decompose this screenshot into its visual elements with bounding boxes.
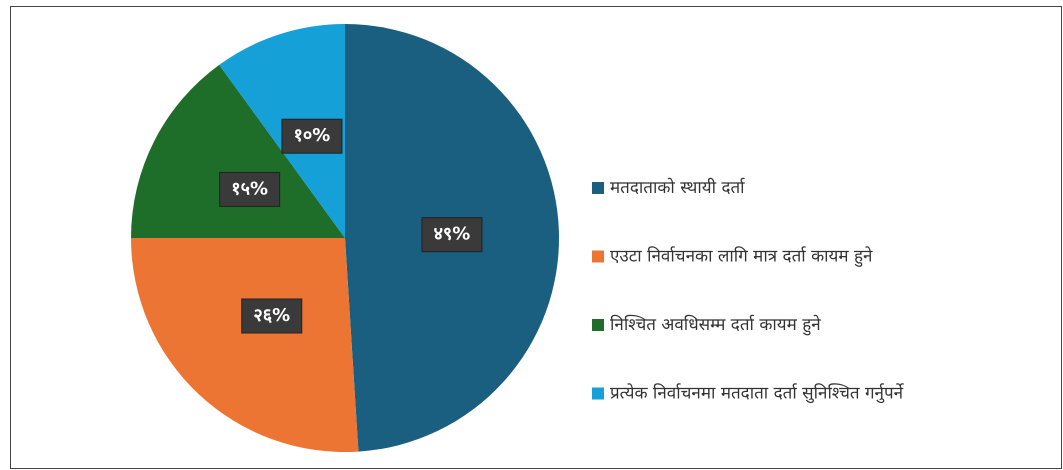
legend-swatch [592,319,604,331]
legend-swatch [592,182,604,194]
legend-label: प्रत्येक निर्वाचनमा मतदाता दर्ता सुनिश्च… [610,383,904,404]
value-label-box [421,217,483,253]
legend-swatch [592,250,604,263]
value-label: १५% [231,178,268,199]
value-label-box [241,298,303,334]
value-label: १०% [294,125,331,146]
legend-label: निश्चित अवधिसम्म दर्ता कायम हुने [610,314,821,336]
value-label-box [219,171,281,207]
legend-label: मतदाताको स्थायी दर्ता [610,177,746,198]
pie-slice [131,238,359,452]
pie-slice [131,64,345,238]
value-label: ४९% [434,224,471,245]
value-label: २६% [253,305,290,326]
legend-label: एउटा निर्वाचनका लागि मात्र दर्ता कायम हु… [610,246,873,268]
value-label-box [281,118,343,154]
legend-swatch [592,387,604,400]
